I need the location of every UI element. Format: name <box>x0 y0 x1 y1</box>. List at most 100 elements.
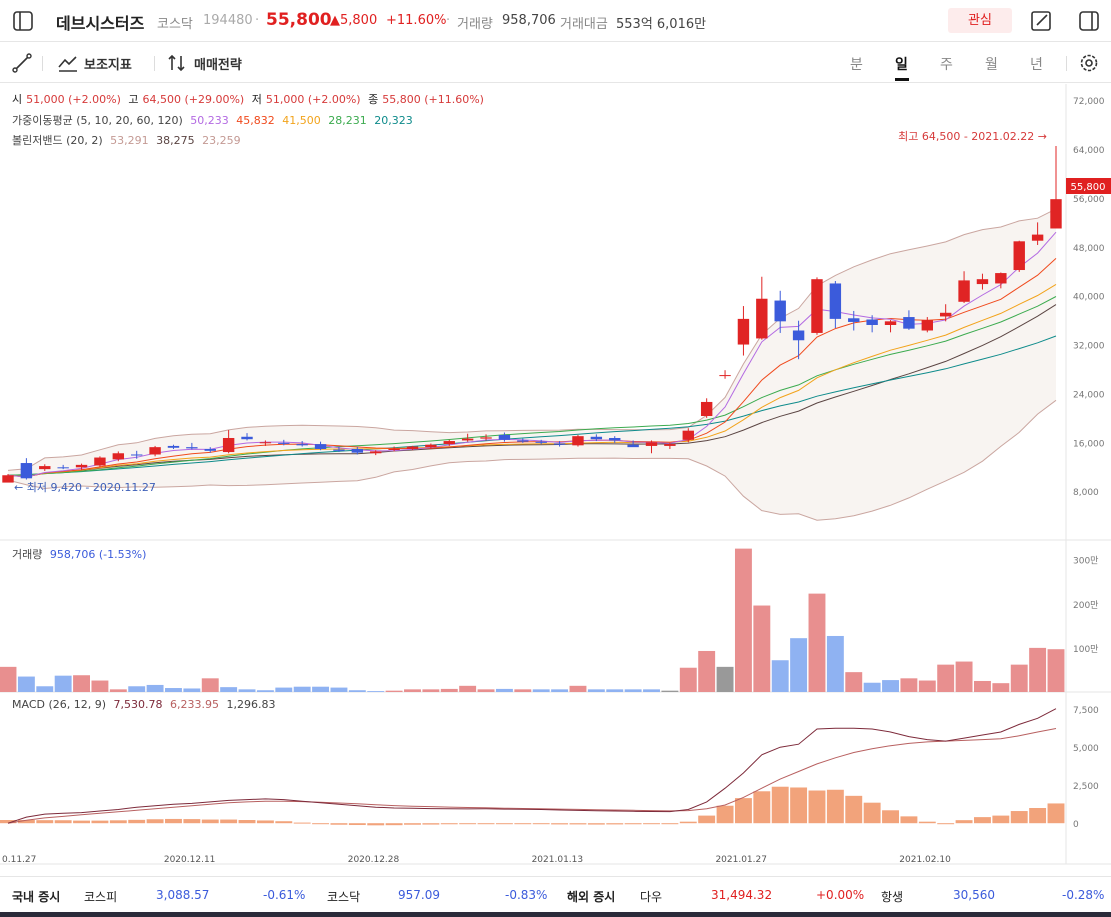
period-tab-month[interactable]: 월 <box>985 57 998 73</box>
macd-series <box>0 708 1065 826</box>
candle-body <box>2 475 14 483</box>
macd-histogram-bar <box>826 789 844 824</box>
active-period-underline <box>895 78 909 81</box>
period-tab-day[interactable]: 일 <box>895 57 908 73</box>
date-axis-label: 2020.12.28 <box>348 855 400 865</box>
indicators-button[interactable]: 보조지표 <box>84 58 132 73</box>
volume-bar <box>220 687 238 692</box>
volume-bar <box>459 685 477 692</box>
panel-toggle-icon[interactable] <box>1078 10 1100 32</box>
volume-bar <box>937 664 955 692</box>
volume-bar <box>275 687 293 692</box>
volume-bar <box>201 678 219 692</box>
ma10-value: 45,832 <box>236 114 275 127</box>
kosdaq-label[interactable]: 코스닥 <box>327 890 361 904</box>
macd-histogram-bar <box>293 822 311 824</box>
macd-histogram-bar <box>477 823 495 825</box>
volume-bar <box>73 675 91 692</box>
macd-histogram-bar <box>165 818 182 824</box>
macd-histogram-bar <box>753 791 771 824</box>
volume-bar <box>293 686 311 692</box>
stock-code: 194480 <box>203 13 253 28</box>
macd-histogram-bar <box>367 823 385 826</box>
macd-histogram-bar <box>790 787 808 824</box>
volume-bar <box>0 666 17 692</box>
separator-dot: · <box>446 13 451 28</box>
macd-histogram-bar <box>1029 808 1047 824</box>
candle-body <box>167 445 180 448</box>
candle-body <box>737 318 750 345</box>
ma-legend: 가중이동평균 (5, 10, 20, 60, 120) 50,233 45,83… <box>12 112 417 128</box>
period-tab-minute[interactable]: 분 <box>850 57 863 73</box>
chart-toolbar: 보조지표 매매전략 분 일 주 월 년 <box>0 43 1111 83</box>
draw-line-icon[interactable] <box>12 53 32 73</box>
macd-histogram-bar <box>679 821 697 824</box>
macd-histogram-bar <box>459 823 477 825</box>
macd-histogram-bar <box>973 817 991 824</box>
volume-bar <box>1047 649 1065 692</box>
volume-bar <box>440 688 458 692</box>
volume-axis-label: 300만 <box>1073 556 1098 567</box>
macd-histogram-bar <box>643 823 660 825</box>
volume-bar <box>551 689 569 692</box>
sidebar-toggle-icon[interactable] <box>12 10 34 32</box>
candle-body <box>406 446 419 449</box>
signal-value: 6,233.95 <box>170 698 220 711</box>
separator-dot: · <box>255 13 260 28</box>
high-annotation: 최고 64,500 - 2021.02.22 → <box>898 130 1047 143</box>
candle-body <box>94 457 106 466</box>
taskbar-strip <box>0 912 1111 917</box>
macd-histogram-bar <box>1047 803 1065 824</box>
close-label: 종 <box>368 93 379 106</box>
candle-body <box>278 442 290 444</box>
volume-axis-label: 100만 <box>1073 644 1098 655</box>
indicator-icon[interactable] <box>57 53 79 73</box>
amount-label: 거래대금 <box>560 17 608 32</box>
period-tab-year[interactable]: 년 <box>1030 57 1043 73</box>
macd-histogram-bar <box>606 823 624 825</box>
candle-body <box>645 442 658 446</box>
candle-body <box>921 320 933 331</box>
dow-label[interactable]: 다우 <box>640 890 663 904</box>
toolbar-divider <box>1066 56 1067 71</box>
strategy-button[interactable]: 매매전략 <box>194 58 242 73</box>
volume-bar <box>238 689 256 692</box>
macd-histogram-bar <box>587 823 605 825</box>
market-label: 코스닥 <box>157 17 193 32</box>
strategy-icon[interactable] <box>165 53 189 73</box>
stock-chart[interactable]: 72,000 64,000 56,000 48,000 40,000 32,000 24,0… <box>0 84 1111 876</box>
macd-histogram-bar <box>146 819 164 824</box>
candle-body <box>149 447 161 455</box>
settings-gear-icon[interactable] <box>1078 52 1100 74</box>
macd-histogram-bar <box>918 821 936 824</box>
period-tab-week[interactable]: 주 <box>940 57 953 73</box>
volume-bar <box>698 650 716 692</box>
domestic-market-label: 국내 증시 <box>12 890 61 904</box>
macd-histogram-bar <box>220 819 238 824</box>
favorite-button[interactable]: 관심 <box>948 8 1012 33</box>
volume-bar <box>918 680 936 692</box>
candle-body <box>20 463 33 479</box>
macd-histogram-bar <box>73 820 91 824</box>
market-ticker-bar: 국내 증시 코스피 3,088.57 -0.61% 코스닥 957.09 -0.… <box>0 876 1111 912</box>
volume-series <box>0 548 1065 692</box>
macd-histogram-bar <box>900 816 918 824</box>
bb-lower-value: 23,259 <box>202 134 241 147</box>
macd-histogram-bar <box>845 795 863 824</box>
candle-body <box>241 436 253 440</box>
bb-mid-value: 38,275 <box>156 134 195 147</box>
indicator-lines <box>7 208 1057 521</box>
volume-bar <box>17 676 35 692</box>
macd-histogram-bar <box>569 823 587 825</box>
volume-bar <box>385 690 403 692</box>
kospi-label[interactable]: 코스피 <box>84 890 118 904</box>
toolbar-divider <box>42 56 43 71</box>
candle-body <box>976 279 989 285</box>
date-axis-label: 2021.01.13 <box>532 855 584 865</box>
bb-label: 볼린저밴드 (20, 2) <box>12 134 103 147</box>
ma60-value: 28,231 <box>328 114 367 127</box>
hangseng-label[interactable]: 항생 <box>881 890 904 904</box>
candle-body <box>700 401 713 417</box>
volume-bar <box>845 672 863 692</box>
edit-icon[interactable] <box>1030 10 1052 32</box>
